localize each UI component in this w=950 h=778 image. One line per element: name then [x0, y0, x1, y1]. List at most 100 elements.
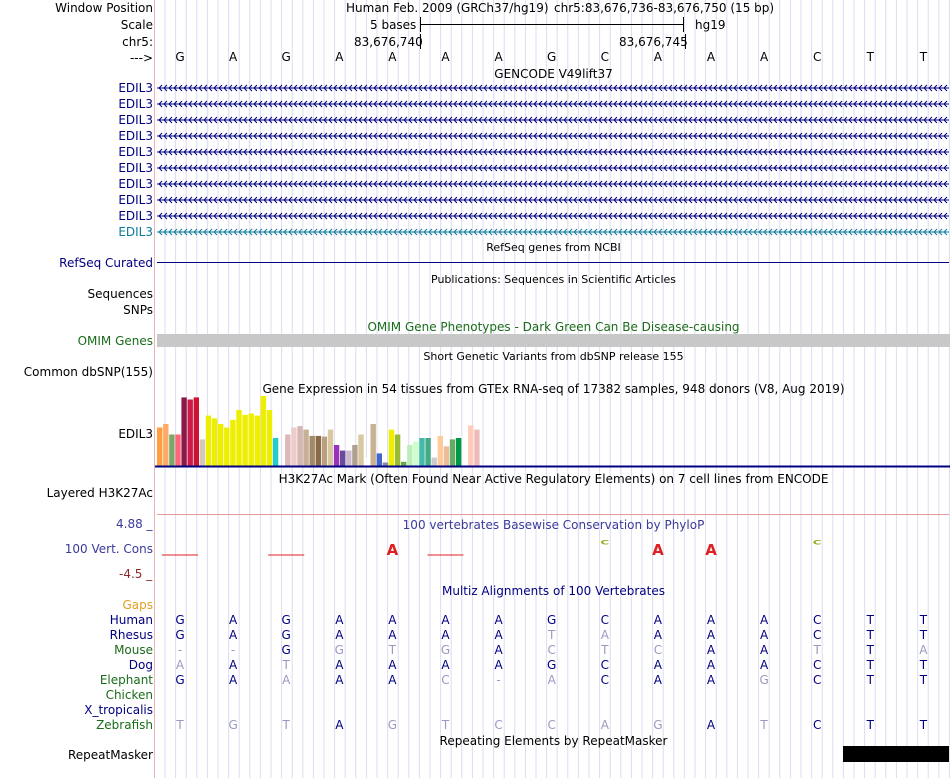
gencode-transcript[interactable]	[157, 210, 949, 222]
gtex-tissue-bar	[297, 426, 303, 466]
h3k27ac-label[interactable]: Layered H3K27Ac	[46, 486, 153, 500]
aligned-base: A	[706, 673, 716, 687]
refseq-label[interactable]: RefSeq Curated	[59, 256, 153, 270]
gencode-gene-label[interactable]: EDIL3	[118, 81, 153, 95]
aligned-base: A	[228, 673, 238, 687]
dbsnp-track-title[interactable]: Short Genetic Variants from dbSNP releas…	[423, 350, 684, 363]
gencode-transcript[interactable]	[157, 194, 949, 206]
position-text: chr5:83,676,736-83,676,750 (15 bp)	[554, 1, 775, 15]
gencode-transcript[interactable]	[157, 98, 949, 110]
gencode-gene-label[interactable]: EDIL3	[118, 145, 153, 159]
gtex-track-title[interactable]: Gene Expression in 54 tissues from GTEx …	[262, 382, 845, 396]
dbsnp-label[interactable]: Common dbSNP(155)	[23, 365, 153, 379]
aligned-base: A	[653, 628, 662, 642]
gencode-transcript[interactable]	[157, 146, 949, 158]
species-label[interactable]: Dog	[128, 658, 153, 672]
strand-chevrons	[158, 148, 948, 156]
aligned-base: A	[706, 628, 716, 642]
aligned-base: C	[600, 658, 609, 672]
gencode-gene-label[interactable]: EDIL3	[118, 193, 153, 207]
gaps-label[interactable]: Gaps	[122, 598, 153, 612]
species-label[interactable]: Zebrafish	[96, 718, 153, 732]
repeatmasker-label[interactable]: RepeatMasker	[67, 748, 153, 762]
gtex-tissue-bar	[437, 435, 443, 466]
gencode-gene-label[interactable]: EDIL3	[118, 97, 153, 111]
gtex-bar-chart[interactable]	[155, 396, 950, 468]
direction-label: --->	[129, 51, 153, 65]
aligned-base: A	[759, 658, 769, 672]
ruler-coord-1: 83,676,740	[354, 35, 423, 49]
aligned-base: A	[653, 658, 662, 672]
gencode-gene-label[interactable]: EDIL3	[118, 225, 153, 239]
aligned-base: A	[706, 643, 716, 657]
gencode-transcript[interactable]	[157, 226, 949, 238]
aligned-base: A	[494, 643, 503, 657]
aligned-base: C	[812, 613, 822, 627]
gtex-tissue-bar	[455, 438, 462, 466]
scale-bar	[420, 17, 684, 32]
gtex-tissue-bar	[266, 410, 273, 466]
gencode-track-title[interactable]: GENCODE V49lift37	[494, 67, 613, 81]
gencode-gene-label[interactable]: EDIL3	[118, 161, 153, 175]
gtex-tissue-bar	[272, 438, 279, 466]
gencode-transcript[interactable]	[157, 130, 949, 142]
aligned-base: C	[547, 718, 556, 732]
phylop-label[interactable]: 100 Vert. Cons	[64, 542, 153, 556]
publications-track-title[interactable]: Publications: Sequences in Scientific Ar…	[431, 273, 676, 286]
gencode-gene-label[interactable]: EDIL3	[118, 209, 153, 223]
repeatmasker-track-title[interactable]: Repeating Elements by RepeatMasker	[439, 734, 668, 748]
gtex-tissue-bar	[157, 427, 163, 466]
aligned-base: A	[175, 658, 185, 672]
aligned-base: G	[175, 628, 185, 642]
gtex-tissue-bar	[224, 427, 230, 466]
species-label[interactable]: X_tropicalis	[84, 703, 153, 717]
species-label[interactable]: Human	[109, 613, 153, 627]
omim-label[interactable]: OMIM Genes	[77, 334, 153, 348]
gencode-gene-label[interactable]: EDIL3	[118, 113, 153, 127]
repeatmasker-element[interactable]	[843, 746, 949, 762]
aligned-base: A	[228, 658, 238, 672]
aligned-base: T	[760, 718, 768, 732]
phylop-min: -4.5 _	[119, 567, 153, 581]
species-label[interactable]: Mouse	[114, 643, 153, 657]
refseq-track-title[interactable]: RefSeq genes from NCBI	[486, 241, 621, 254]
publications-label-sequences[interactable]: Sequences	[87, 287, 153, 301]
omim-track-title[interactable]: OMIM Gene Phenotypes - Dark Green Can Be…	[367, 320, 740, 334]
publications-label-snps[interactable]: SNPs	[123, 303, 153, 317]
refseq-gene-line[interactable]	[157, 262, 949, 263]
aligned-base: A	[494, 613, 503, 627]
aligned-base: A	[653, 673, 662, 687]
gencode-transcript[interactable]	[157, 162, 949, 174]
phylop-track-title[interactable]: 100 vertebrates Basewise Conservation by…	[402, 518, 705, 532]
species-label[interactable]: Chicken	[105, 688, 153, 702]
gencode-transcript[interactable]	[157, 178, 949, 190]
gencode-transcript[interactable]	[157, 114, 949, 126]
species-label[interactable]: Rhesus	[109, 628, 153, 642]
gtex-tissue-bar	[218, 424, 224, 466]
aligned-base: A	[600, 628, 609, 642]
species-label[interactable]: Elephant	[99, 673, 153, 687]
gtex-tissue-bar	[248, 413, 254, 466]
gtex-tissue-bar	[309, 435, 315, 466]
base-letter: T	[866, 50, 874, 64]
gencode-gene-label[interactable]: EDIL3	[118, 177, 153, 191]
gtex-tissue-bar	[285, 434, 291, 466]
h3k27ac-track-title[interactable]: H3K27Ac Mark (Often Found Near Active Re…	[278, 472, 829, 486]
gencode-gene-label[interactable]: EDIL3	[118, 129, 153, 143]
strand-chevrons	[158, 100, 948, 108]
db-name: hg19	[695, 18, 726, 32]
aligned-base: C	[812, 673, 822, 687]
gtex-tissue-bar	[333, 445, 340, 466]
gtex-tissue-bar	[205, 415, 212, 466]
aligned-base: A	[441, 628, 450, 642]
omim-feature-bar[interactable]	[157, 334, 950, 347]
gtex-tissue-bar	[181, 397, 187, 466]
aligned-base: A	[653, 613, 662, 627]
gencode-transcript[interactable]	[157, 82, 949, 94]
species-alignment-row	[155, 703, 950, 717]
aligned-base: T	[919, 718, 928, 732]
ruler-coord-2: 83,676,745	[619, 35, 688, 49]
gtex-label[interactable]: EDIL3	[118, 427, 153, 441]
multiz-track-title[interactable]: Multiz Alignments of 100 Vertebrates	[441, 584, 666, 598]
